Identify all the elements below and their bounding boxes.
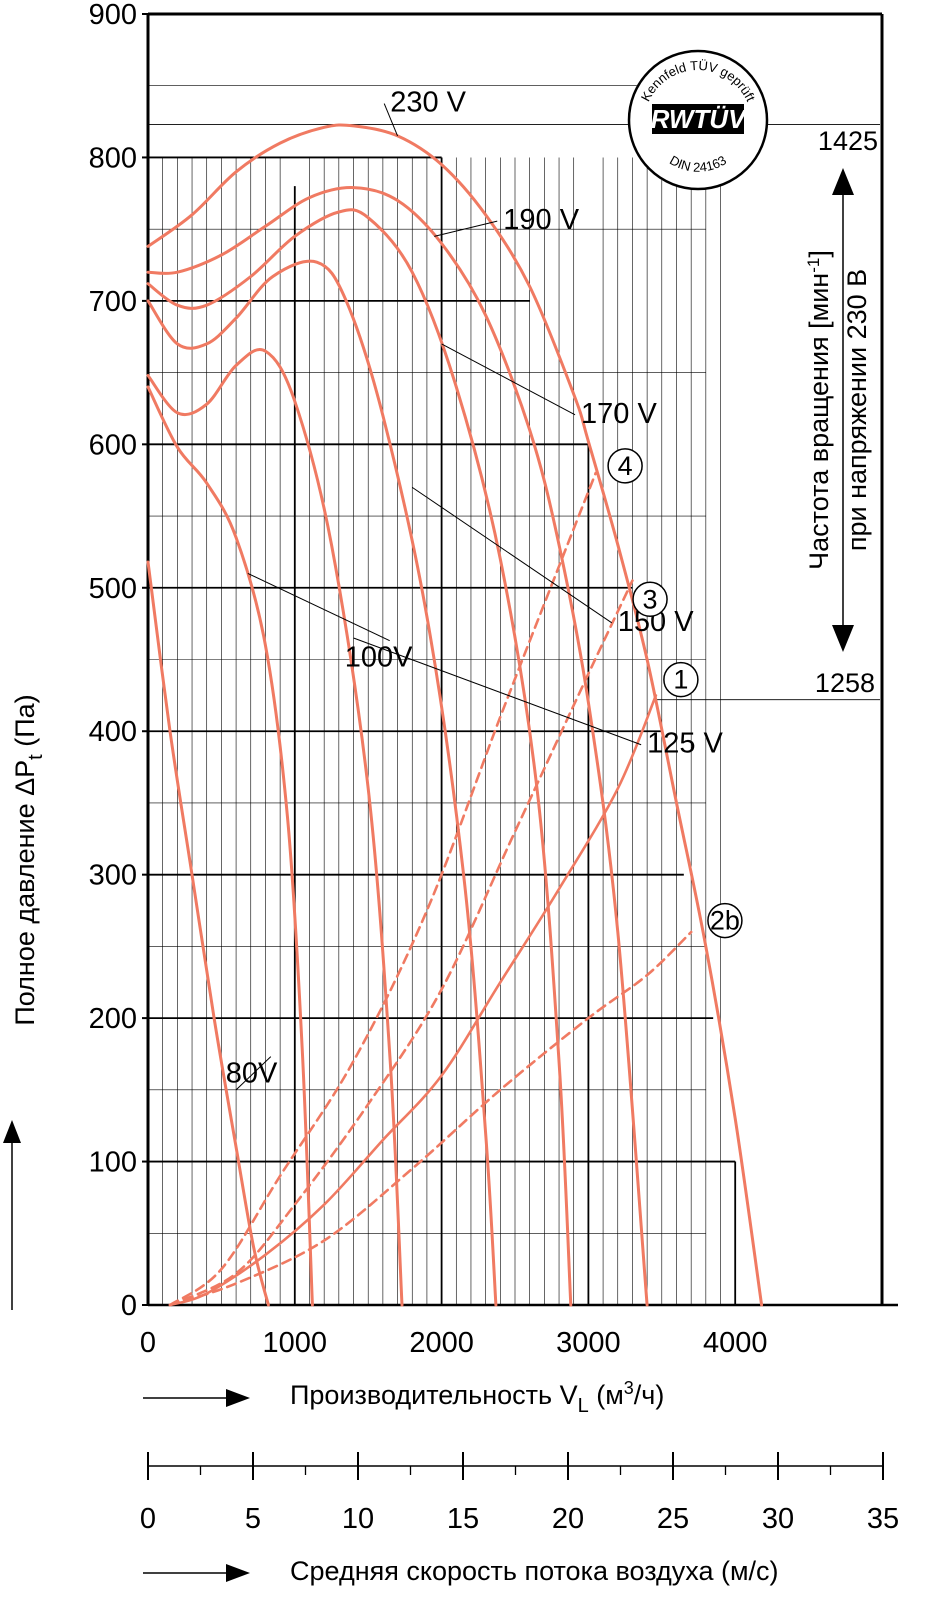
curve-label-leader	[411, 486, 613, 624]
y-tick-label: 900	[89, 0, 137, 31]
x-tick-label: 0	[140, 1327, 156, 1359]
velocity-axis-arrow-head	[226, 1564, 250, 1582]
curve-label: 80V	[226, 1058, 278, 1090]
velocity-axis: 0 5 10 15 20 25 30 35	[140, 1452, 899, 1535]
system-curve-marker	[663, 661, 699, 698]
y-tick-label: 0	[121, 1290, 137, 1322]
curves-layer	[146, 123, 764, 1307]
series-line-2b	[168, 930, 693, 1307]
x-tick-label: 4000	[703, 1327, 768, 1359]
series-line-1	[168, 694, 658, 1307]
velocity-tick-label: 35	[867, 1503, 899, 1535]
series-line-150v	[146, 259, 498, 1307]
x-tick-label: 2000	[409, 1327, 474, 1359]
system-curve-marker	[707, 902, 743, 939]
curve-label: 190 V	[503, 204, 579, 236]
seal-brand-text: RWTÜV	[651, 104, 749, 134]
system-curve-marker	[607, 448, 643, 484]
x-tick-label: 3000	[556, 1327, 621, 1359]
rpm-bottom-value: 1258	[815, 668, 875, 698]
system-curve-marker-label: 4	[618, 451, 633, 481]
velocity-tick-label: 20	[552, 1503, 584, 1535]
y-tick-label: 200	[89, 1003, 137, 1035]
curve-label-leader	[353, 637, 642, 746]
y-tick-label: 600	[89, 429, 137, 461]
system-curve-marker-label: 3	[643, 584, 658, 614]
rpm-top-value: 1425	[818, 126, 878, 156]
velocity-tick-label: 30	[762, 1503, 794, 1535]
curve-label: 170 V	[581, 398, 657, 430]
system-curve-marker-label: 1	[673, 665, 688, 695]
series-line-170v	[146, 208, 573, 1307]
y-tick-label: 500	[89, 573, 137, 605]
series-line-230v	[146, 123, 764, 1307]
rpm-arrow-down-head	[832, 625, 854, 652]
rpm-arrow-up-head	[832, 168, 854, 195]
y-tick-label: 100	[89, 1147, 137, 1179]
system-curve-marker	[632, 581, 668, 618]
velocity-tick-label: 15	[447, 1503, 479, 1535]
curve-label-leader	[441, 343, 576, 416]
curve-label-leader	[247, 572, 390, 642]
system-curve-marker-label: 2b	[710, 906, 740, 936]
seal-bottom-text: DIN 24163	[667, 152, 729, 174]
series-line-125v	[146, 348, 404, 1307]
series-line-100v	[146, 385, 314, 1307]
curve-label-leader	[235, 1056, 272, 1091]
rpm-axis-title-line1: Частота вращения [мин-1]	[804, 250, 834, 570]
series-line-80v	[146, 560, 270, 1307]
seal-brand-band	[652, 104, 744, 134]
x-axis-title: Производительность VL (м3/ч)	[290, 1378, 664, 1417]
curve-label-leader	[434, 220, 498, 237]
curve-label: 100V	[345, 642, 413, 674]
velocity-tick-label: 0	[140, 1503, 156, 1535]
velocity-tick-label: 5	[245, 1503, 261, 1535]
curve-label: 230 V	[390, 87, 466, 119]
series-line-4	[168, 471, 597, 1307]
velocity-axis-title: Средняя скорость потока воздуха (м/с)	[290, 1556, 779, 1586]
grid-layer	[148, 85, 737, 1305]
y-axis-title: Полное давление ΔPt (Па)	[10, 694, 47, 1025]
tuv-seal: Kennfeld TÜV geprüft DIN 24163 RWTÜV	[627, 49, 769, 191]
velocity-tick-label: 10	[342, 1503, 374, 1535]
series-line-190v	[146, 186, 649, 1307]
y-axis-arrow-head	[3, 1120, 21, 1143]
velocity-tick-label: 25	[657, 1503, 689, 1535]
rpm-axis-title-line2: при напряжении 230 В	[842, 269, 872, 551]
y-tick-label: 300	[89, 860, 137, 892]
series-line-3	[168, 579, 634, 1307]
curve-label: 125 V	[647, 728, 723, 760]
y-tick-label: 800	[89, 142, 137, 174]
curve-label-leader	[383, 103, 399, 137]
labels-layer: 0 100 200 300 400 500 600 700 800 900 0 1000 2000 300…	[89, 0, 768, 1359]
y-tick-label: 700	[89, 286, 137, 318]
rpm-axis: 1425 1258 Частота вращения [мин-1] при н…	[804, 126, 878, 698]
x-axis-arrow-head	[226, 1389, 250, 1407]
y-tick-label: 400	[89, 716, 137, 748]
x-tick-label: 1000	[263, 1327, 328, 1359]
plot-frame	[142, 12, 898, 1307]
